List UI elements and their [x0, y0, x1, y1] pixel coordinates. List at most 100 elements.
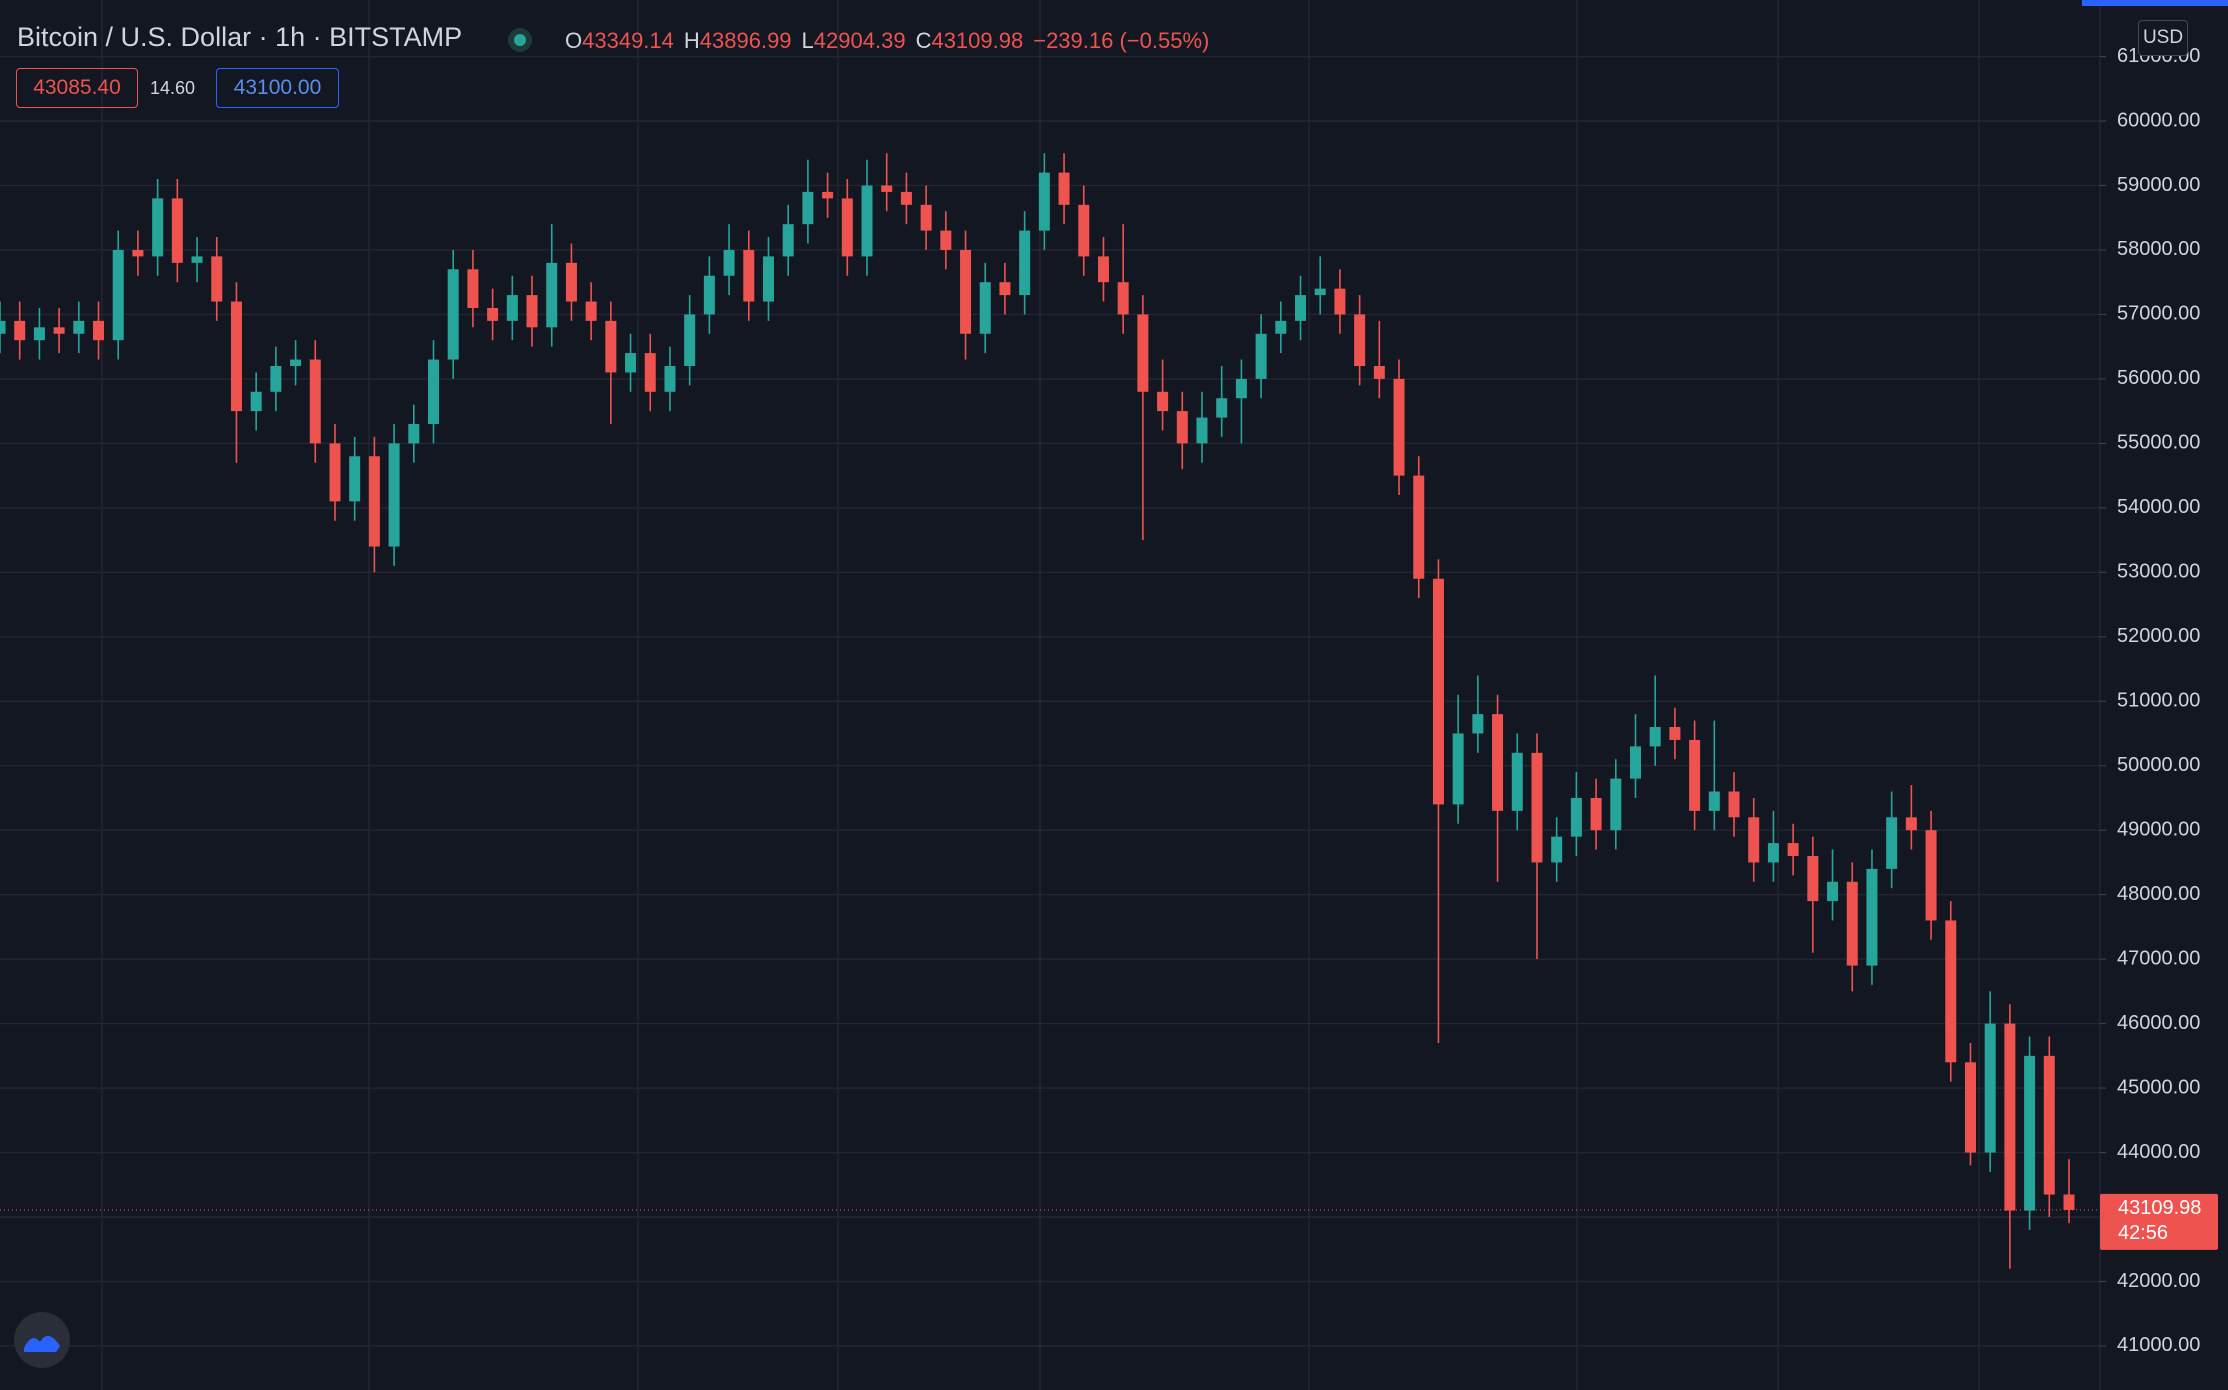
- candle-body: [428, 359, 440, 425]
- candle-body: [546, 262, 558, 328]
- candle-body: [1452, 733, 1464, 805]
- grid: [0, 0, 2100, 1390]
- candle-body: [841, 198, 853, 257]
- candle-body: [1767, 843, 1779, 863]
- symbol-title: Bitcoin / U.S. Dollar · 1h · BITSTAMP: [17, 22, 463, 52]
- candle-body: [309, 359, 321, 444]
- candle-body: [1413, 475, 1425, 579]
- candle-body: [1807, 855, 1819, 902]
- candle-body: [388, 443, 400, 547]
- y-tick-label: 48000.00: [2117, 883, 2200, 905]
- candle-body: [861, 185, 873, 257]
- candle-body: [1669, 727, 1681, 740]
- candle-body: [1295, 295, 1307, 321]
- ohlc-value: 43349.14: [582, 28, 674, 53]
- candle-body: [782, 224, 794, 257]
- candle-body: [1728, 791, 1740, 818]
- y-tick-label: 50000.00: [2117, 754, 2200, 776]
- candle-body: [1905, 817, 1917, 831]
- candle-body: [1570, 797, 1582, 837]
- candle-body: [506, 295, 518, 321]
- candle-body: [1748, 817, 1760, 863]
- candles: [0, 153, 2100, 1269]
- candle-body: [1117, 282, 1129, 315]
- candle-body: [368, 456, 380, 547]
- y-tick-label: 46000.00: [2117, 1012, 2200, 1034]
- candle-body: [1708, 791, 1720, 811]
- candle-body: [467, 269, 479, 308]
- currency-button[interactable]: USD: [2138, 20, 2188, 56]
- candle-body: [920, 204, 932, 231]
- candle-body: [1590, 797, 1602, 831]
- status-indicator: [508, 28, 532, 52]
- candle-body: [526, 295, 538, 328]
- candle-body: [1472, 714, 1484, 734]
- candle-body: [1019, 230, 1031, 296]
- candle-body: [290, 359, 302, 367]
- candle-body: [1846, 881, 1858, 966]
- candle-body: [1314, 288, 1326, 296]
- candle-body: [230, 301, 242, 412]
- candle-body: [1255, 333, 1267, 379]
- ohlc-key: O: [565, 28, 583, 53]
- candle-body: [1827, 881, 1839, 902]
- countdown-label: 42:56: [2118, 1222, 2168, 1244]
- candle-body: [881, 185, 893, 192]
- candle-body: [743, 249, 755, 302]
- candle-body: [112, 249, 124, 341]
- candle-body: [900, 191, 912, 205]
- candle-body: [1964, 1062, 1976, 1153]
- y-tick-label: 55000.00: [2117, 432, 2200, 454]
- candle-body: [1373, 366, 1385, 379]
- candle-body: [999, 282, 1011, 296]
- candle-body: [802, 191, 814, 225]
- candle-body: [33, 327, 45, 341]
- candle-body: [960, 249, 972, 334]
- candle-body: [605, 320, 617, 373]
- candle-body: [0, 320, 6, 334]
- candle-body: [664, 366, 676, 392]
- ask-button[interactable]: 43100.00: [216, 68, 339, 108]
- candle-body: [1216, 398, 1228, 418]
- candle-body: [1334, 288, 1346, 315]
- candle-body: [1354, 314, 1366, 367]
- last-price-box: [2100, 1193, 2218, 1250]
- candle-body: [1551, 836, 1563, 863]
- ohlc-key: C: [915, 28, 932, 53]
- ohlc-value: 43896.99: [699, 28, 792, 53]
- ohlc-value: 43109.98: [931, 28, 1024, 53]
- y-tick-label: 45000.00: [2117, 1076, 2200, 1098]
- logo-icon: [24, 1335, 60, 1352]
- candle-body: [1393, 378, 1405, 476]
- candle-body: [2063, 1194, 2075, 1210]
- candle-body: [822, 191, 834, 199]
- y-tick-label: 53000.00: [2117, 561, 2200, 583]
- candle-body: [1511, 752, 1523, 811]
- candle-body: [2024, 1055, 2036, 1211]
- y-tick-label: 57000.00: [2117, 303, 2200, 325]
- candle-body: [1235, 378, 1247, 399]
- candle-body: [1610, 778, 1622, 831]
- candle-body: [703, 275, 715, 315]
- candle-body: [1275, 320, 1287, 334]
- candle-body: [14, 320, 26, 341]
- bid-button[interactable]: 43085.40: [16, 68, 138, 108]
- candle-body: [349, 456, 361, 502]
- y-tick-label: 49000.00: [2117, 818, 2200, 840]
- candle-body: [1945, 920, 1957, 1063]
- ohlc-key: L: [801, 28, 814, 53]
- candle-body: [487, 307, 499, 321]
- candle-body: [1137, 314, 1149, 392]
- candle-body: [250, 391, 262, 412]
- candle-body: [940, 230, 952, 250]
- candle-body: [270, 366, 282, 392]
- ohlc-change: −239.16 (−0.55%): [1033, 28, 1210, 53]
- ohlc-key: H: [683, 28, 700, 53]
- candle-body: [1058, 172, 1070, 205]
- candle-body: [1531, 752, 1543, 863]
- candle-body: [1196, 417, 1208, 444]
- ohlc: O43349.14 H43896.99 L42904.39 C43109.98 −239…: [565, 28, 1209, 54]
- y-tick-label: 42000.00: [2117, 1270, 2200, 1292]
